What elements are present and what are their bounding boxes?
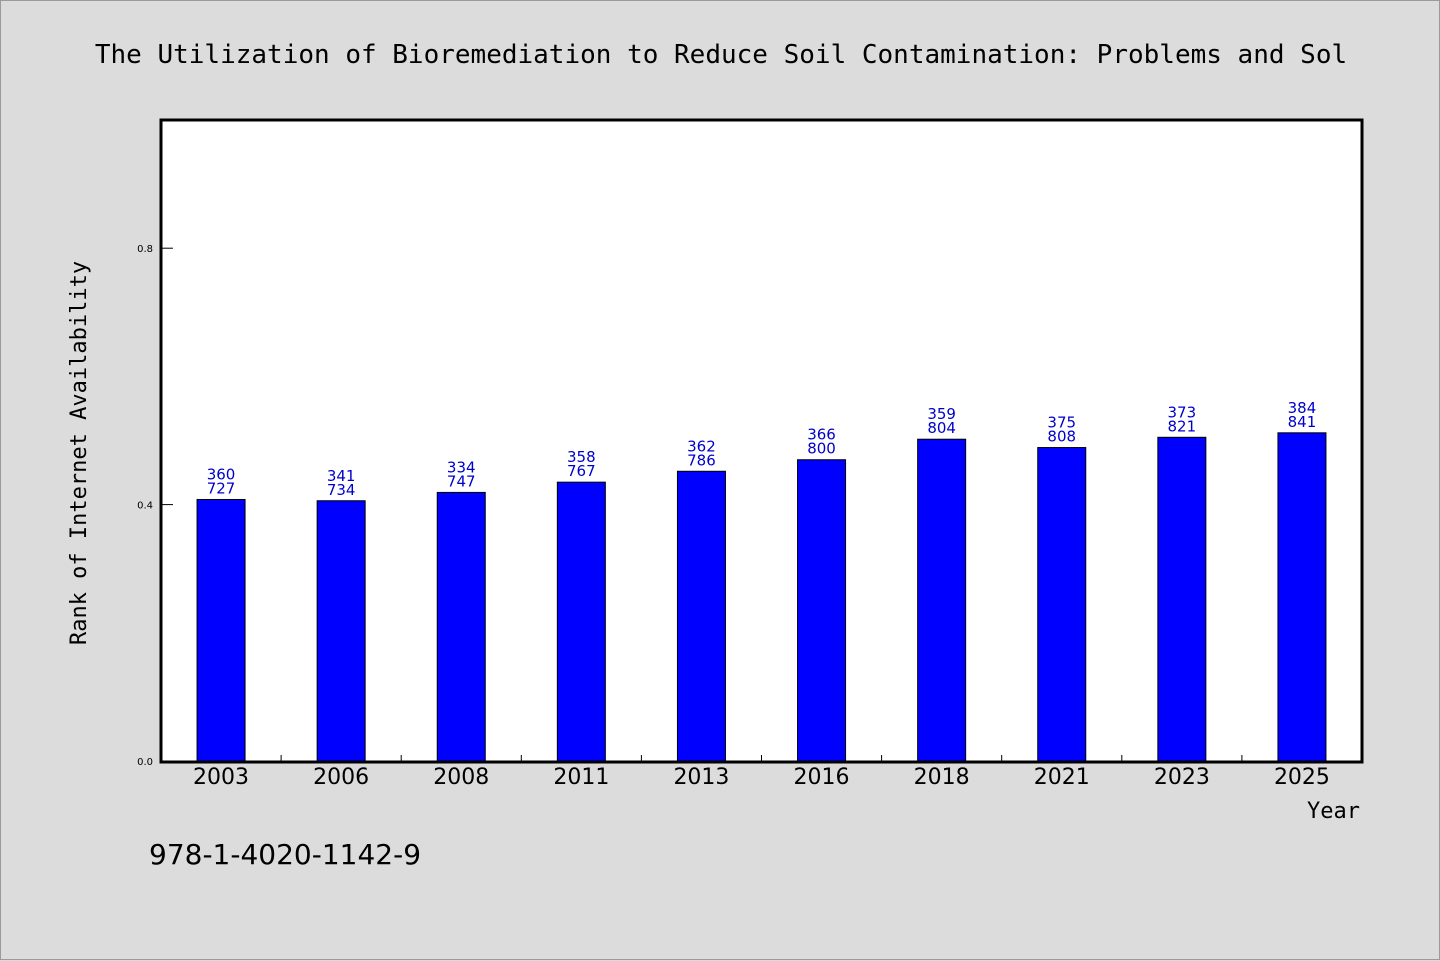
bar-2003 <box>196 498 246 762</box>
x-tick-label-2008: 2008 <box>433 765 489 790</box>
x-tick-label-2021: 2021 <box>1034 765 1090 790</box>
data-label-2023-bottom: 821 <box>1168 417 1197 435</box>
y-tick-label-0.0: 0.0 <box>137 757 153 768</box>
data-label-2018-top: 359 <box>927 405 956 423</box>
x-tick-label-2023: 2023 <box>1154 765 1210 790</box>
bar-2023 <box>1157 436 1207 762</box>
x-tick-label-2025: 2025 <box>1274 765 1330 790</box>
data-label-2023-top: 373 <box>1168 403 1197 421</box>
bar-2016 <box>797 459 847 762</box>
bar-2006 <box>316 500 366 762</box>
data-label-2011-top: 358 <box>567 448 596 466</box>
data-label-2025-top: 384 <box>1288 399 1317 417</box>
x-tick-label-2003: 2003 <box>193 765 249 790</box>
data-label-2013-bottom: 786 <box>687 451 716 469</box>
data-label-2011-bottom: 767 <box>567 462 596 480</box>
bar-2025 <box>1277 432 1327 762</box>
bar-2008 <box>436 491 486 762</box>
bars-group: 3607273417343347473587673627863668003598… <box>196 399 1327 762</box>
data-label-2008-top: 334 <box>447 458 476 476</box>
y-axis-ticks: 0.0 0.4 0.8 <box>137 244 173 768</box>
data-label-2006-bottom: 734 <box>327 481 356 499</box>
data-label-2008-bottom: 747 <box>447 472 476 490</box>
data-label-2016-top: 366 <box>807 426 836 444</box>
y-tick-label-0.4: 0.4 <box>137 501 153 512</box>
data-label-2013-top: 362 <box>687 437 716 455</box>
chart-title: The Utilization of Bioremediation to Red… <box>95 40 1347 70</box>
data-label-2018-bottom: 804 <box>927 419 956 437</box>
data-label-2021-top: 375 <box>1047 414 1076 432</box>
data-label-2025-bottom: 841 <box>1288 413 1317 431</box>
bar-2018 <box>917 438 967 762</box>
bar-2013 <box>676 470 726 762</box>
x-tick-label-2018: 2018 <box>914 765 970 790</box>
x-tick-label-2013: 2013 <box>673 765 729 790</box>
bar-2021 <box>1037 447 1087 762</box>
x-tick-label-2006: 2006 <box>313 765 369 790</box>
data-label-2016-bottom: 800 <box>807 440 836 458</box>
data-label-2021-bottom: 808 <box>1047 428 1076 446</box>
y-axis-label: Rank of Internet Availability <box>67 261 92 645</box>
x-tick-label-2011: 2011 <box>553 765 609 790</box>
data-label-2003-top: 360 <box>207 465 236 483</box>
x-axis-label: Year <box>1307 799 1360 824</box>
footnote-isbn: 978-1-4020-1142-9 <box>149 838 421 871</box>
x-axis-ticks: 2003 2006 2008 2011 2013 2016 2018 2021 2023 2025 <box>193 755 1330 790</box>
data-label-2003-bottom: 727 <box>207 479 236 497</box>
x-tick-label-2016: 2016 <box>794 765 850 790</box>
bar-2011 <box>556 481 606 762</box>
y-tick-label-0.8: 0.8 <box>137 244 153 255</box>
data-label-2006-top: 341 <box>327 467 356 485</box>
